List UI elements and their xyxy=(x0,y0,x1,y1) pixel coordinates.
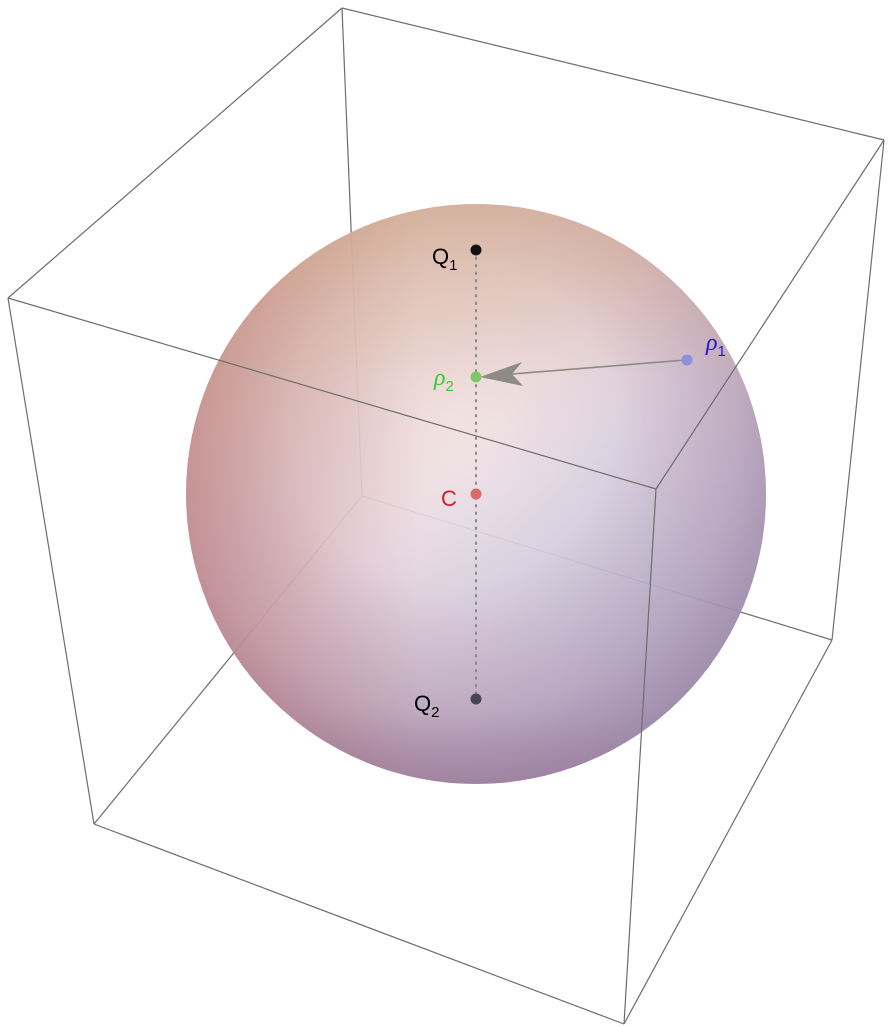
label-q1: Q1 xyxy=(432,244,457,274)
label-c: C xyxy=(441,486,457,511)
point-q1-marker xyxy=(470,244,482,256)
label-rho1: ρ1 xyxy=(705,330,726,360)
label-rho2: ρ2 xyxy=(433,365,454,395)
sphere xyxy=(186,204,766,784)
bounding-box-front-edges xyxy=(7,139,885,1025)
point-rho2-marker xyxy=(470,371,482,383)
point-q2-marker xyxy=(470,693,482,705)
point-c-marker xyxy=(470,488,482,500)
arrow-rho1-to-rho2 xyxy=(480,359,687,386)
point-rho1-marker xyxy=(681,354,693,366)
label-q2: Q2 xyxy=(414,691,439,721)
